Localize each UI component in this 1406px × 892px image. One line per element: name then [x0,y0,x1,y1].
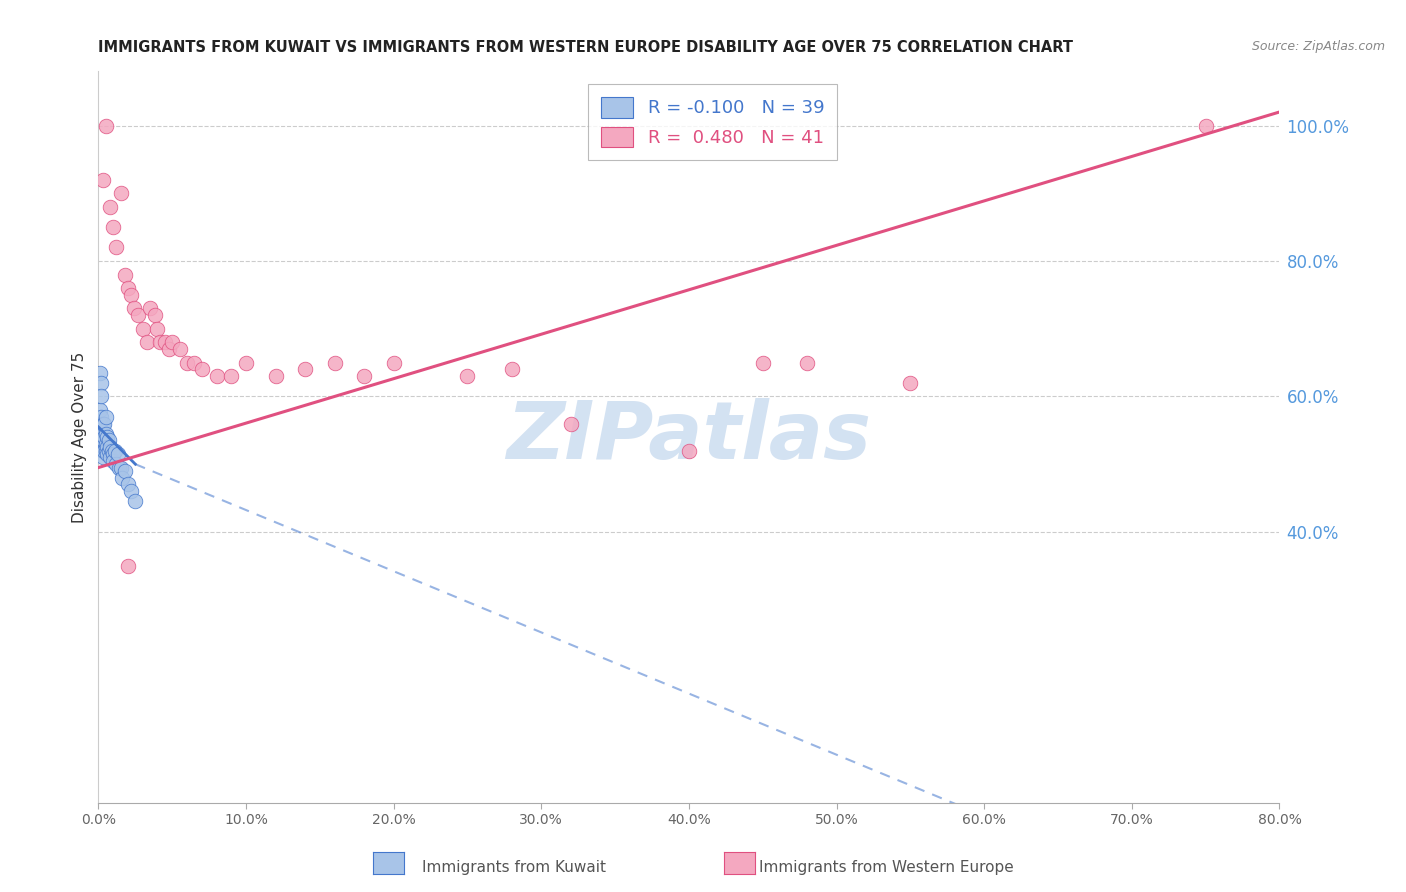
Point [89,437,111,451]
Point [91,450,114,465]
Point [456,369,478,384]
Point [382,355,405,369]
Point [294,362,316,376]
Point [96,440,118,454]
Point [117,558,139,573]
Point [100,443,122,458]
Point [110,186,132,201]
Point [176,355,198,369]
Point [1195,119,1218,133]
Point [117,281,139,295]
Point [98,200,121,214]
Point [94,443,117,458]
Point [132,322,155,336]
Point [219,369,242,384]
Point [149,335,172,350]
Point [678,443,700,458]
Text: Source: ZipAtlas.com: Source: ZipAtlas.com [1251,40,1385,54]
Point [98,440,121,454]
Point [91,434,114,448]
Point [900,376,922,390]
Point [110,460,132,475]
Point [114,268,136,282]
Point [560,417,582,431]
Point [90,376,112,390]
Point [98,450,121,465]
Point [162,335,183,350]
Point [90,409,112,424]
Point [93,443,115,458]
Point [143,308,166,322]
Point [93,417,115,431]
Point [90,389,112,403]
Point [97,434,120,448]
Point [89,366,111,380]
Point [97,443,120,458]
Point [105,457,128,471]
Point [205,369,228,384]
Point [96,430,118,444]
Point [191,362,214,376]
Point [183,355,205,369]
Point [89,403,111,417]
Point [146,322,169,336]
Point [91,443,114,458]
Point [94,119,117,133]
Point [120,484,142,499]
Point [353,369,375,384]
Point [751,355,773,369]
Point [139,301,162,316]
Point [122,301,145,316]
Point [103,220,125,235]
Point [96,447,118,461]
Point [105,240,128,254]
Point [107,447,129,461]
Y-axis label: Disability Age Over 75: Disability Age Over 75 [72,351,87,523]
Point [94,409,117,424]
Point [157,342,180,356]
Text: Immigrants from Kuwait: Immigrants from Kuwait [422,860,606,874]
Point [136,335,159,350]
Legend: R = -0.100   N = 39, R =  0.480   N = 41: R = -0.100 N = 39, R = 0.480 N = 41 [588,84,837,160]
Point [114,464,136,478]
Point [111,471,134,485]
Point [501,362,523,376]
Point [103,447,125,461]
Point [89,417,111,431]
Text: ZIPatlas: ZIPatlas [506,398,872,476]
Point [120,288,142,302]
Point [91,172,114,186]
Point [90,426,112,441]
Point [169,342,191,356]
Point [264,369,287,384]
Point [117,477,139,491]
Point [108,460,131,475]
Point [91,417,114,431]
Point [124,494,146,508]
Point [104,443,127,458]
Text: Immigrants from Western Europe: Immigrants from Western Europe [759,860,1014,874]
Point [94,426,117,441]
Point [103,454,125,468]
Point [153,335,176,350]
Text: IMMIGRANTS FROM KUWAIT VS IMMIGRANTS FROM WESTERN EUROPE DISABILITY AGE OVER 75 : IMMIGRANTS FROM KUWAIT VS IMMIGRANTS FRO… [98,40,1073,55]
Point [796,355,818,369]
Point [235,355,257,369]
Point [93,430,115,444]
Point [127,308,149,322]
Point [323,355,346,369]
Point [94,437,117,451]
